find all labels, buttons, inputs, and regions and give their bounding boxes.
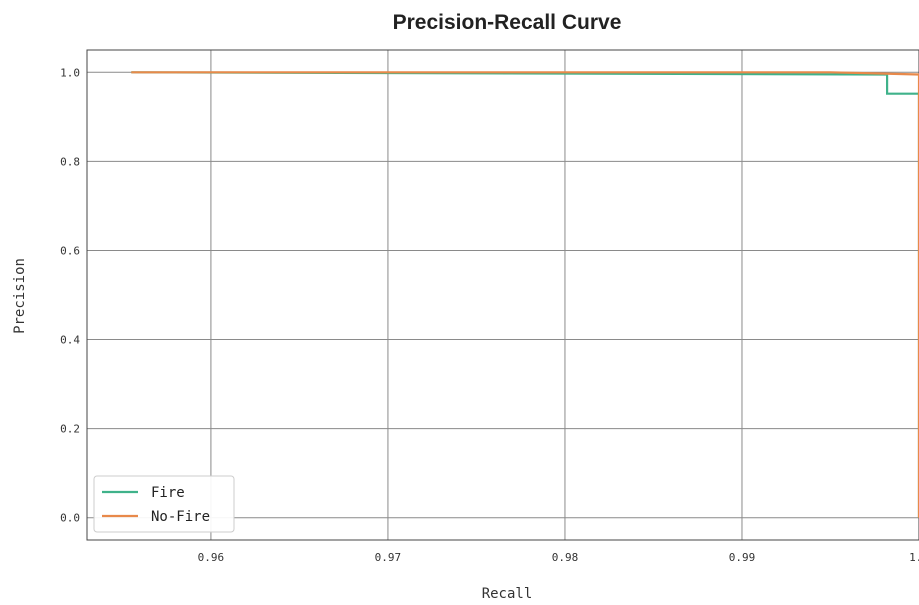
y-tick-label: 0.8 [60,155,80,168]
x-tick-label: 0.98 [552,551,579,564]
x-tick-label: 0.99 [729,551,756,564]
legend-label: No-Fire [151,509,210,525]
grid [87,50,919,540]
series-line-fire [131,71,919,518]
legend-box [93,475,235,533]
y-axis-label: Precision [12,258,28,334]
x-axis-label: Recall [482,586,533,602]
y-tick-label: 0.6 [60,244,80,257]
x-tick-label: 0.97 [375,551,402,564]
tick-labels: 0.96 0.97 0.98 0.99 1.0 0.0 0.2 0.4 0.6 0.8 1.0 [60,66,919,564]
chart-title: Precision-Recall Curve [393,11,622,34]
y-tick-label: 1.0 [60,66,80,79]
legend-label: Fire [151,485,185,501]
x-tick-label: 1.0 [909,551,919,564]
y-tick-label: 0.4 [60,334,80,347]
series-line-no-fire [131,71,919,518]
series-group [131,71,919,518]
y-tick-label: 0.0 [60,512,80,525]
legend: Fire No-Fire [93,475,235,533]
plot-frame [86,49,919,541]
y-tick-label: 0.2 [60,423,80,436]
x-tick-label: 0.96 [198,551,225,564]
